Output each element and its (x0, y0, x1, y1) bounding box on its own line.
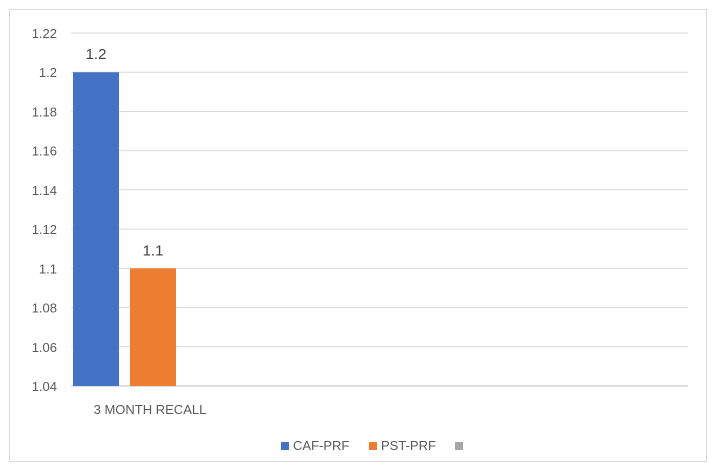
bars (73, 72, 176, 386)
bar-pst-prf (130, 268, 176, 386)
legend-swatch (369, 442, 377, 450)
y-tick-label: 1.22 (32, 26, 57, 41)
legend-label: CAF-PRF (293, 438, 349, 453)
y-tick-label: 1.08 (32, 301, 57, 316)
bar-caf-prf (73, 72, 119, 386)
legend-swatch (455, 442, 463, 450)
y-tick-label: 1.1 (39, 261, 57, 276)
data-label-caf-prf: 1.2 (86, 46, 107, 63)
data-labels: 1.2 1.1 (86, 46, 164, 259)
y-tick-label: 1.2 (39, 65, 57, 80)
legend: CAF-PRF PST-PRF (281, 438, 463, 453)
y-tick-label: 1.14 (32, 183, 57, 198)
y-tick-label: 1.16 (32, 144, 57, 159)
category-label: 3 MONTH RECALL (94, 402, 207, 417)
y-tick-label: 1.12 (32, 222, 57, 237)
legend-label: PST-PRF (381, 438, 436, 453)
y-axis-tick-labels: 1.04 1.06 1.08 1.1 1.12 1.14 1.16 1.18 1.2 1.22 (32, 26, 57, 394)
y-tick-label: 1.18 (32, 104, 57, 119)
y-tick-label: 1.06 (32, 340, 57, 355)
legend-swatch (281, 442, 289, 450)
category-labels: 3 MONTH RECALL (94, 402, 207, 417)
data-label-pst-prf: 1.1 (143, 242, 164, 259)
y-tick-label: 1.04 (32, 379, 57, 394)
